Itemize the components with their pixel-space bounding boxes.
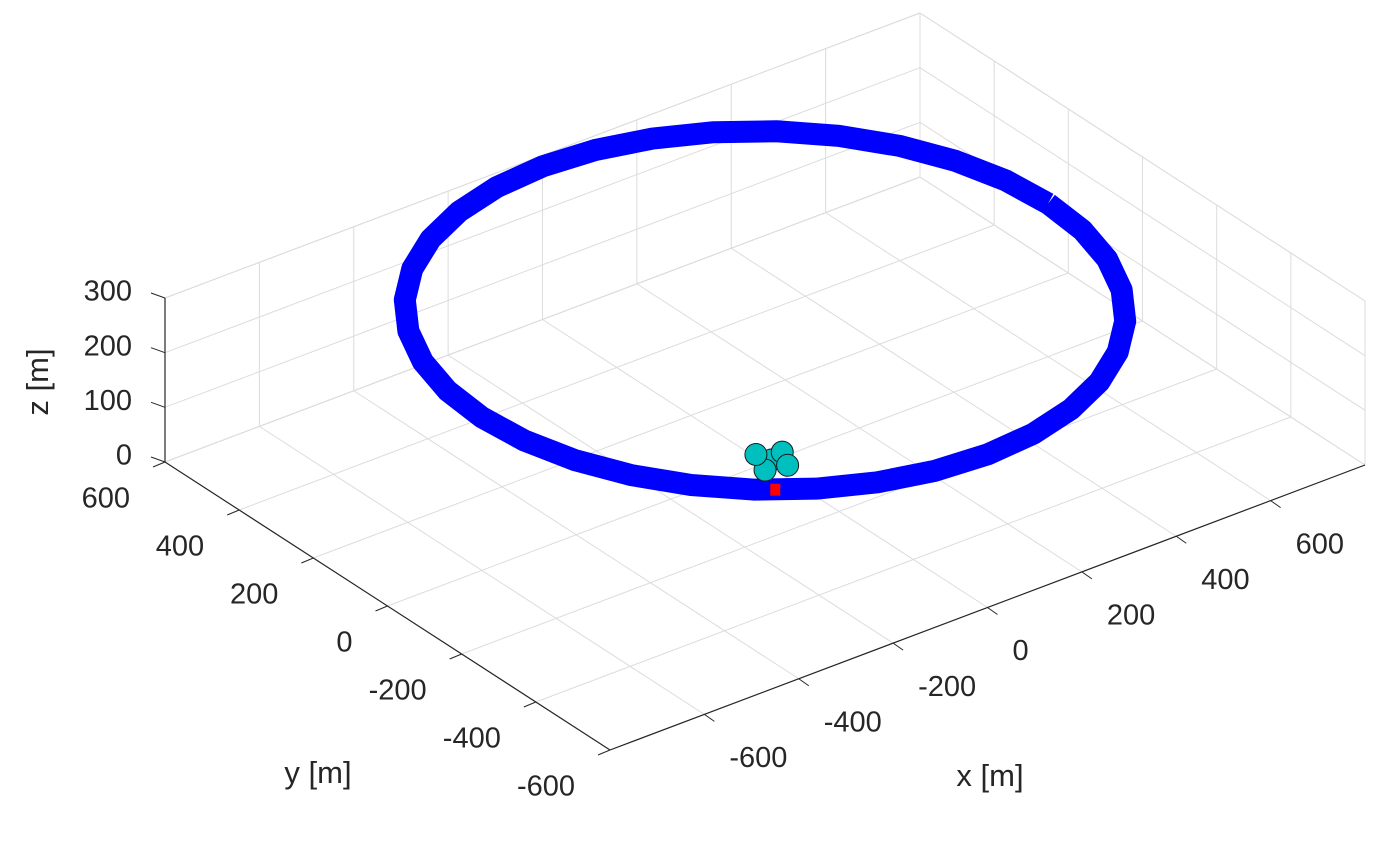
grid-line xyxy=(164,67,921,354)
z-tick xyxy=(150,292,166,299)
x-tick xyxy=(1270,500,1281,509)
x-tick-label: -200 xyxy=(918,671,976,703)
y-tick-label: 600 xyxy=(82,483,130,515)
y-tick-label: -200 xyxy=(369,675,427,707)
z-tick-label: 100 xyxy=(84,385,132,417)
y-tick xyxy=(226,509,240,516)
z-tick xyxy=(150,347,166,354)
x-tick xyxy=(704,713,715,722)
x-tick xyxy=(892,642,904,651)
grid-line xyxy=(461,368,1217,655)
marker-square xyxy=(770,483,781,496)
z-tick-label: 200 xyxy=(84,330,132,362)
y-tick-label: 400 xyxy=(156,531,204,563)
y-tick-label: -600 xyxy=(517,771,575,803)
x-axis-title: x [m] xyxy=(956,758,1023,793)
y-axis-title: y [m] xyxy=(284,755,351,790)
grid-line xyxy=(919,176,1366,466)
x-tick xyxy=(1175,535,1187,544)
grid-line xyxy=(164,176,921,463)
z-tick-label: 0 xyxy=(116,440,132,472)
grid-line xyxy=(164,121,921,408)
grid-line xyxy=(535,416,1292,703)
y-tick xyxy=(523,701,537,708)
z-tick xyxy=(150,456,166,463)
grid-line xyxy=(238,224,995,511)
x-tick-label: 600 xyxy=(1296,528,1344,560)
y-tick-label: 200 xyxy=(230,579,278,611)
y-tick-label: 0 xyxy=(336,627,352,659)
x-tick-label: 200 xyxy=(1107,600,1155,632)
y-tick xyxy=(375,605,388,612)
marker-circle xyxy=(744,442,768,466)
y-tick xyxy=(301,557,314,564)
x-tick xyxy=(987,607,998,615)
grid-line xyxy=(919,12,1366,302)
z-tick xyxy=(150,401,166,408)
x-tick xyxy=(798,678,810,687)
x-tick xyxy=(1081,571,1093,580)
marker-circle xyxy=(776,453,800,477)
trajectory-line xyxy=(393,120,1137,501)
grid-line xyxy=(313,272,1069,559)
x-tick-label: -600 xyxy=(729,742,787,774)
z-axis-title: z [m] xyxy=(20,348,55,415)
y-tick xyxy=(449,653,462,660)
x-tick-label: 400 xyxy=(1201,564,1249,596)
x-tick-label: -400 xyxy=(824,706,882,738)
y-tick-label: -400 xyxy=(443,723,501,755)
x-tick-label: 0 xyxy=(1013,635,1029,667)
grid-line xyxy=(919,67,1366,357)
y-tick xyxy=(597,749,611,756)
y-tick xyxy=(152,461,166,468)
z-tick-label: 300 xyxy=(84,276,132,308)
